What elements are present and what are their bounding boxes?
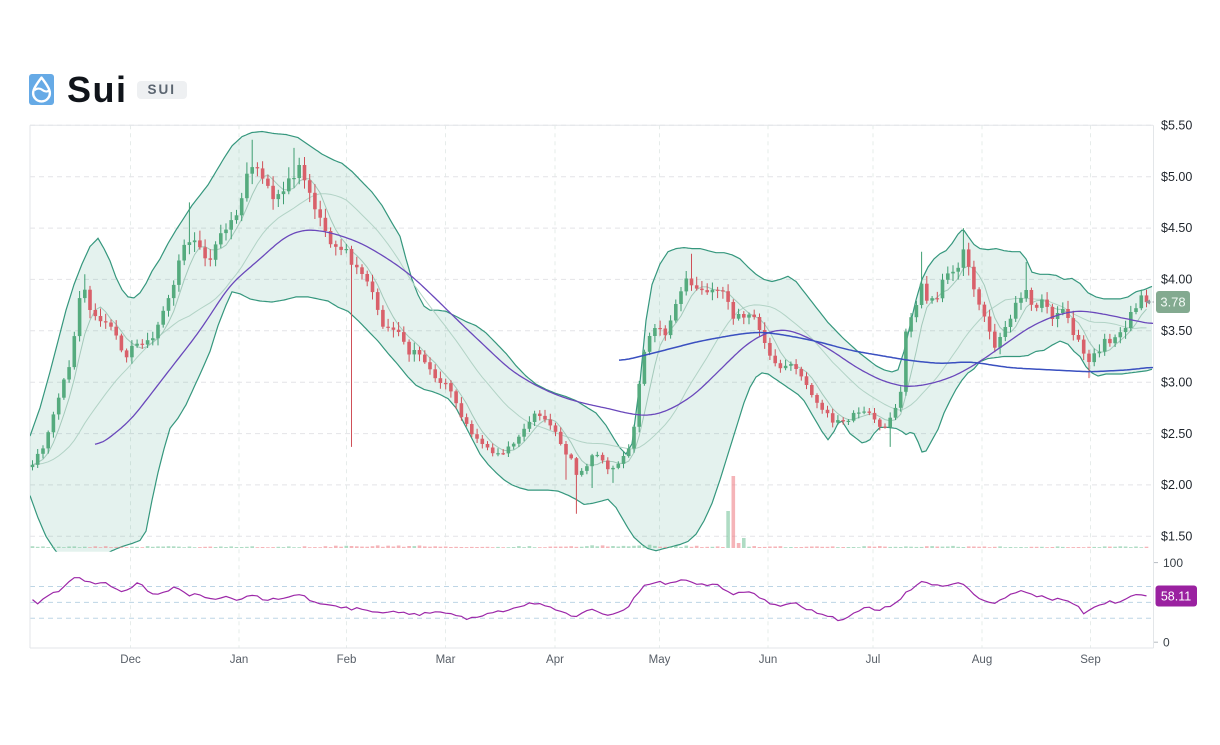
svg-text:$2.50: $2.50 (1161, 427, 1192, 441)
svg-text:Mar: Mar (436, 654, 456, 666)
svg-text:3.78: 3.78 (1160, 295, 1185, 310)
svg-text:May: May (649, 654, 671, 666)
svg-text:$5.00: $5.00 (1161, 170, 1192, 184)
svg-text:Apr: Apr (546, 654, 564, 666)
svg-text:$1.50: $1.50 (1161, 530, 1192, 544)
svg-text:Aug: Aug (972, 654, 992, 666)
svg-text:Dec: Dec (120, 654, 141, 666)
svg-text:Jul: Jul (866, 654, 881, 666)
svg-text:Jun: Jun (759, 654, 778, 666)
svg-text:Sep: Sep (1080, 654, 1100, 666)
svg-text:Feb: Feb (337, 654, 357, 666)
svg-text:100: 100 (1163, 556, 1183, 570)
svg-text:$2.00: $2.00 (1161, 478, 1192, 492)
svg-text:Jan: Jan (230, 654, 249, 666)
svg-text:$4.00: $4.00 (1161, 273, 1192, 287)
svg-text:$3.50: $3.50 (1161, 324, 1192, 338)
svg-text:58.11: 58.11 (1161, 590, 1191, 604)
svg-text:$5.50: $5.50 (1161, 119, 1192, 133)
svg-text:$3.00: $3.00 (1161, 375, 1192, 389)
svg-text:$4.50: $4.50 (1161, 221, 1192, 235)
svg-text:0: 0 (1163, 635, 1170, 649)
